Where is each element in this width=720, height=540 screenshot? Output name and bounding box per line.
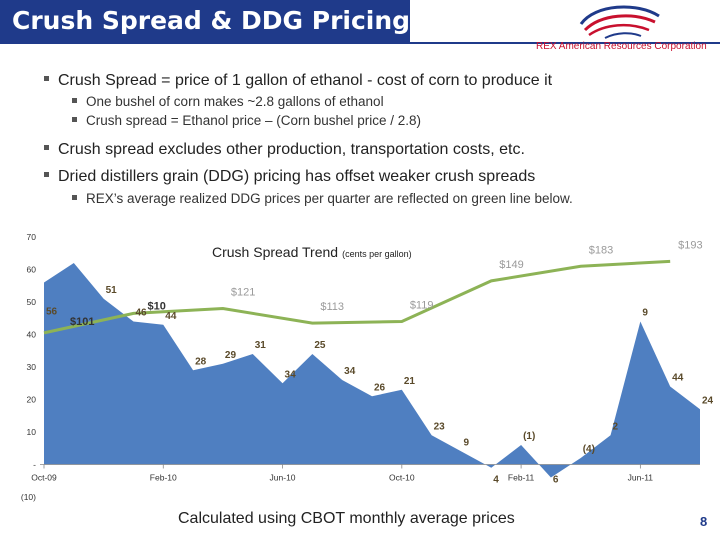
crush-spread-label: 46 [135,308,147,319]
ddg-price-label: $119 [410,300,434,312]
ddg-price-label: $183 [589,244,613,256]
chart-title-units: (cents per gallon) [342,249,412,259]
page-number: 8 [700,514,708,529]
company-name: REX American Resources Corporation [536,41,707,52]
crush-spread-label: 51 [106,285,118,296]
x-tick-label: Feb-10 [150,473,177,483]
crush-spread-label: 23 [434,421,446,432]
y-tick-label: 50 [27,297,37,307]
crush-spread-label: 9 [463,438,469,449]
x-tick-label: Jun-11 [628,473,654,483]
ddg-price-line [43,259,671,335]
y-tick-label: 70 [27,232,37,242]
ddg-price-label: $193 [678,239,702,251]
x-tick-label: Oct-10 [389,473,415,483]
bullet-icon [72,194,77,200]
bullet-icon [44,145,49,151]
ddg-price-label: $10 [147,300,165,312]
y-tick-label: 20 [27,395,37,405]
ddg-price-label: $121 [231,287,255,299]
crush-spread-label: 31 [255,340,267,351]
chart-title: Crush Spread Trend (cents per gallon) [212,244,412,260]
y-tick-label: 10 [27,427,37,437]
crush-spread-label: 21 [404,376,416,387]
bullet-crush-spread: Crush Spread = price of 1 gallon of etha… [44,72,552,90]
crush-spread-label: 44 [672,373,684,384]
bullet-excludes: Crush spread excludes other production, … [44,141,525,159]
crush-spread-label: (4) [583,444,595,455]
bullet-ddg: Dried distillers grain (DDG) pricing has… [44,168,535,186]
crush-spread-label: 44 [165,311,177,322]
crush-spread-chart: (10) - 10 20 30 40 50 60 70 Oct-09 Feb-10 Jun-10 Oct… [21,232,720,502]
crush-spread-label: 56 [46,307,58,318]
y-tick-label: 60 [27,265,37,275]
ddg-price-label: $101 [70,316,94,328]
ddg-price-label: $113 [320,301,344,313]
rex-logo [579,5,660,39]
crush-spread-label: 28 [195,356,207,367]
x-tick-label: Oct-09 [31,473,57,483]
sub-bullet-ddg-line: REX’s average realized DDG prices per qu… [72,191,573,206]
x-tick-label: Feb-11 [508,473,535,483]
y-tick-label: - [33,460,36,470]
title-bar: Crush Spread & DDG Pricing [0,0,410,44]
ddg-price-label: $149 [499,259,523,271]
crush-spread-label: 34 [285,369,297,380]
crush-spread-label: (1) [523,431,535,442]
crush-spread-label: 26 [374,382,386,393]
crush-spread-label: 25 [314,340,326,351]
crush-spread-label: 9 [642,308,648,319]
crush-spread-area [44,263,700,478]
crush-spread-label: 2 [613,421,619,432]
crush-spread-label: 6 [553,475,559,486]
sub-bullet-formula: Crush spread = Ethanol price – (Corn bus… [72,113,421,128]
page-title: Crush Spread & DDG Pricing [12,6,411,35]
chart-caption: Calculated using CBOT monthly average pr… [178,510,515,527]
sub-bullet-bushel: One bushel of corn makes ~2.8 gallons of… [72,94,384,109]
crush-spread-label: 34 [344,366,356,377]
bullet-icon [44,172,49,178]
crush-spread-label: 29 [225,350,237,361]
chart-title-main: Crush Spread Trend [212,244,338,260]
bullet-icon [44,76,49,82]
crush-spread-label: 4 [493,475,499,486]
y-tick-label: 30 [27,362,37,372]
bullet-icon [72,116,77,122]
bullet-icon [72,97,77,103]
y-tick-label: 40 [27,330,37,340]
x-tick-label: Jun-10 [270,473,296,483]
header-rule [410,42,720,44]
y-tick-label: (10) [21,492,36,502]
crush-spread-label: 24 [702,395,714,406]
